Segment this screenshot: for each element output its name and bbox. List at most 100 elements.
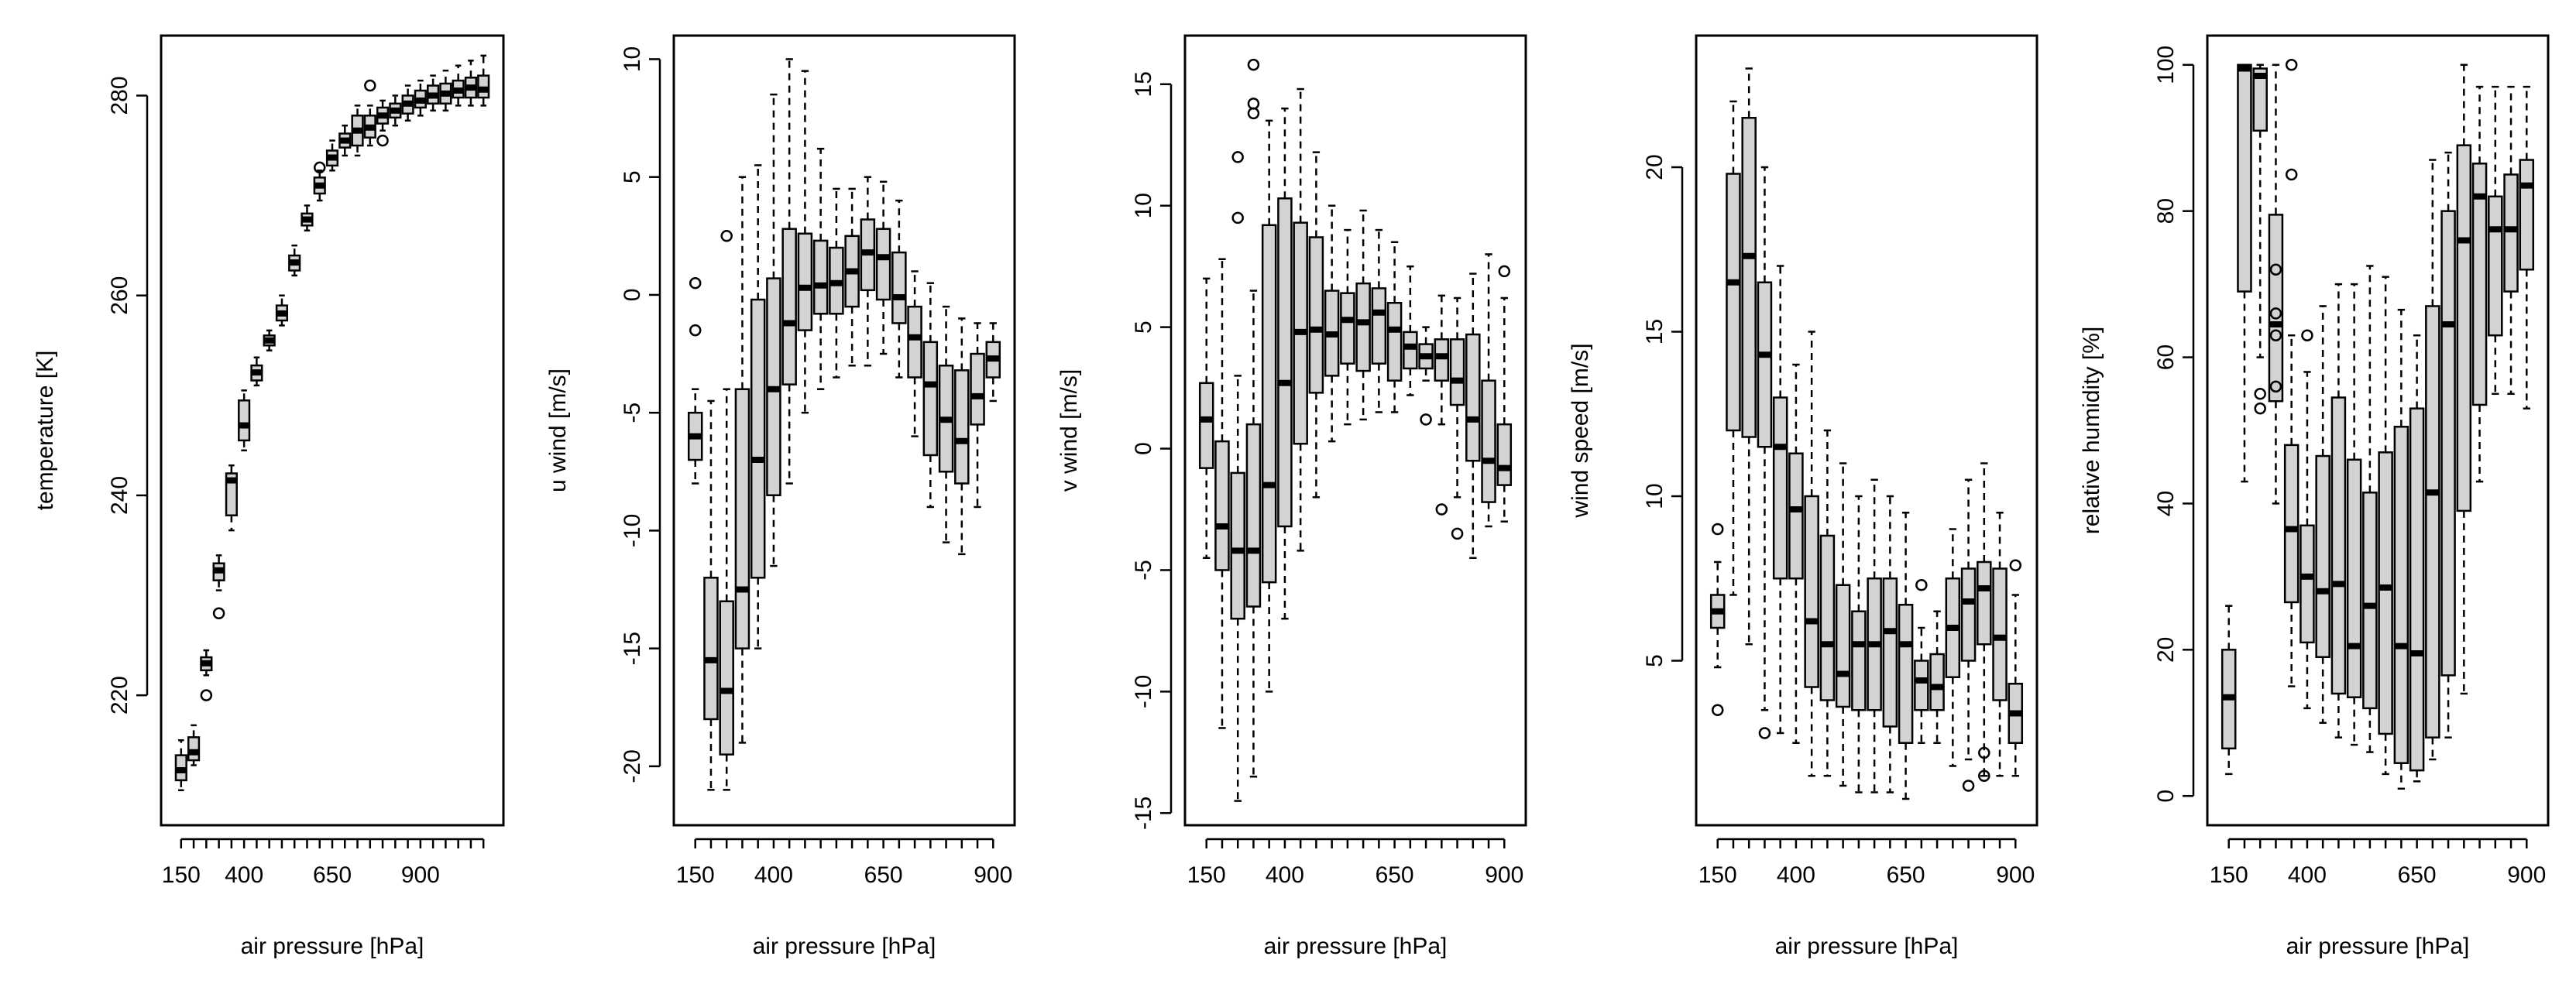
box-12 [2393, 308, 2409, 790]
box-9 [812, 147, 829, 390]
box-5 [1772, 265, 1788, 735]
box-iqr [187, 736, 201, 762]
box-17 [938, 305, 954, 543]
x-axis-title: air pressure [hPa] [241, 934, 424, 959]
x-tick-label: 400 [2288, 862, 2327, 888]
y-tick-label: -10 [620, 514, 645, 547]
box-16 [922, 282, 939, 509]
outlier-point [1978, 746, 1990, 759]
box-21 [427, 74, 440, 112]
y-tick-label: 260 [107, 276, 132, 315]
x-tick-label: 900 [1996, 862, 2035, 888]
box-11 [301, 204, 314, 232]
box-2 [2237, 63, 2252, 483]
y-tick-label: -15 [620, 632, 645, 665]
outlier-point [313, 161, 326, 174]
x-tick-label: 400 [754, 862, 793, 888]
box-15 [2440, 151, 2456, 739]
box-iqr [1230, 471, 1245, 620]
box-10 [1851, 495, 1867, 793]
box-iqr [1914, 660, 1929, 711]
box-iqr [719, 600, 734, 756]
box-9 [2346, 283, 2362, 746]
box-iqr [954, 369, 970, 485]
box-iqr [1403, 331, 1418, 370]
box-12 [860, 176, 876, 367]
box-14 [891, 199, 907, 379]
box-15 [907, 270, 922, 437]
box-10 [288, 244, 301, 277]
box-iqr [1214, 440, 1230, 571]
box-7 [2315, 305, 2330, 725]
x-tick-label: 400 [1777, 862, 1815, 888]
box-5 [225, 464, 238, 532]
y-tick-label: 10 [1131, 193, 1156, 218]
box-18 [1977, 462, 1992, 782]
x-tick-label: 650 [864, 862, 903, 888]
panel-1: 220 240 260 280 150 400 650 900 air pressure [hP… [33, 34, 505, 959]
box-iqr [2440, 210, 2456, 677]
box-iqr [907, 305, 922, 379]
plot-frame [672, 34, 1016, 827]
box-10 [2362, 265, 2378, 753]
box-iqr [703, 577, 719, 721]
box-iqr [2330, 396, 2347, 695]
box-iqr [1481, 379, 1496, 503]
box-1 [1709, 523, 1726, 716]
x-axis-title: air pressure [hPa] [2286, 934, 2470, 959]
y-tick-label: 5 [1131, 320, 1156, 334]
box-iqr [2315, 454, 2330, 659]
box-8 [1308, 151, 1324, 499]
outlier-point [2285, 59, 2298, 71]
box-19 [970, 322, 985, 509]
box-4 [1757, 166, 1773, 739]
box-iqr [875, 228, 891, 301]
box-iqr [1261, 224, 1277, 584]
box-8 [797, 70, 813, 414]
box-iqr [781, 228, 797, 386]
x-tick-label: 400 [1266, 862, 1304, 888]
box-iqr [2346, 458, 2362, 698]
box-iqr [1496, 423, 1513, 486]
box-2 [1726, 100, 1741, 596]
y-axis-title: wind speed [m/s] [1568, 343, 1593, 518]
box-4 [2268, 63, 2284, 505]
box-iqr [2393, 426, 2409, 764]
box-iqr [2283, 444, 2300, 604]
outlier-point [1435, 503, 1448, 516]
box-18 [954, 317, 970, 556]
box-8 [1819, 429, 1836, 777]
box-17 [1960, 478, 1977, 792]
box-iqr [1340, 292, 1355, 365]
box-19 [2503, 85, 2519, 396]
y-tick-label: 10 [1642, 483, 1668, 509]
outlier-point [1962, 780, 1975, 792]
box-iqr [1726, 173, 1741, 432]
box-10 [829, 187, 844, 379]
y-axis-title: v wind [m/s] [1056, 369, 1082, 492]
box-15 [351, 105, 364, 157]
box-7 [781, 58, 797, 485]
box-2 [187, 724, 201, 766]
box-14 [1403, 265, 1418, 396]
x-axis-title: air pressure [hPa] [1264, 934, 1448, 959]
box-iqr [2488, 195, 2503, 337]
box-14 [1914, 579, 1929, 744]
plot-frame [1695, 34, 2038, 827]
box-17 [2471, 85, 2488, 483]
box-1 [2221, 605, 2237, 776]
box-18 [389, 94, 402, 127]
y-tick-label: -5 [620, 403, 645, 423]
y-axis-title: relative humidity [%] [2079, 327, 2104, 534]
box-3 [1230, 151, 1245, 802]
box-iqr [2300, 524, 2315, 644]
outlier-point [2269, 263, 2282, 276]
box-iqr [1434, 338, 1450, 382]
box-16 [1434, 294, 1450, 516]
box-22 [439, 69, 452, 112]
box-3 [719, 230, 734, 791]
box-5 [1261, 119, 1277, 693]
box-3 [1741, 67, 1757, 646]
box-20 [414, 79, 427, 117]
box-iqr [1882, 577, 1898, 728]
